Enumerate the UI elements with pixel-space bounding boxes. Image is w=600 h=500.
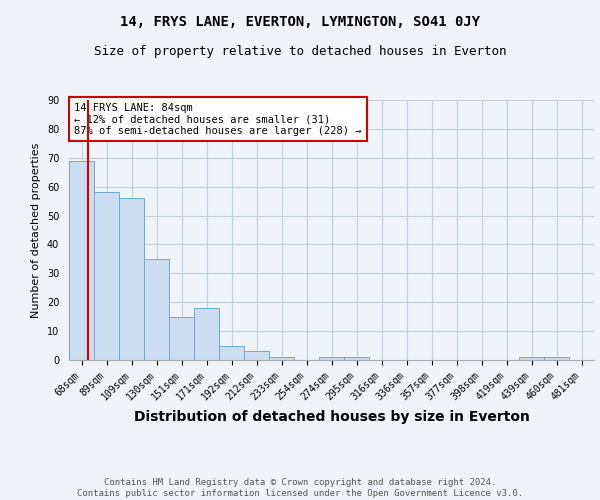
Bar (544, 357, 569, 360)
Bar (144, 259, 169, 360)
Bar (119, 198, 144, 360)
Text: Size of property relative to detached houses in Everton: Size of property relative to detached ho… (94, 45, 506, 58)
X-axis label: Distribution of detached houses by size in Everton: Distribution of detached houses by size … (134, 410, 529, 424)
Bar (194, 308, 219, 360)
Bar (344, 357, 369, 360)
Bar (519, 357, 544, 360)
Text: 14, FRYS LANE, EVERTON, LYMINGTON, SO41 0JY: 14, FRYS LANE, EVERTON, LYMINGTON, SO41 … (120, 15, 480, 29)
Bar (319, 357, 344, 360)
Y-axis label: Number of detached properties: Number of detached properties (31, 142, 41, 318)
Bar (94, 192, 119, 360)
Text: Contains HM Land Registry data © Crown copyright and database right 2024.
Contai: Contains HM Land Registry data © Crown c… (77, 478, 523, 498)
Bar (269, 357, 294, 360)
Bar (244, 352, 269, 360)
Bar (69, 160, 94, 360)
Text: 14 FRYS LANE: 84sqm
← 12% of detached houses are smaller (31)
87% of semi-detach: 14 FRYS LANE: 84sqm ← 12% of detached ho… (74, 102, 362, 136)
Bar (219, 346, 244, 360)
Bar (169, 316, 194, 360)
